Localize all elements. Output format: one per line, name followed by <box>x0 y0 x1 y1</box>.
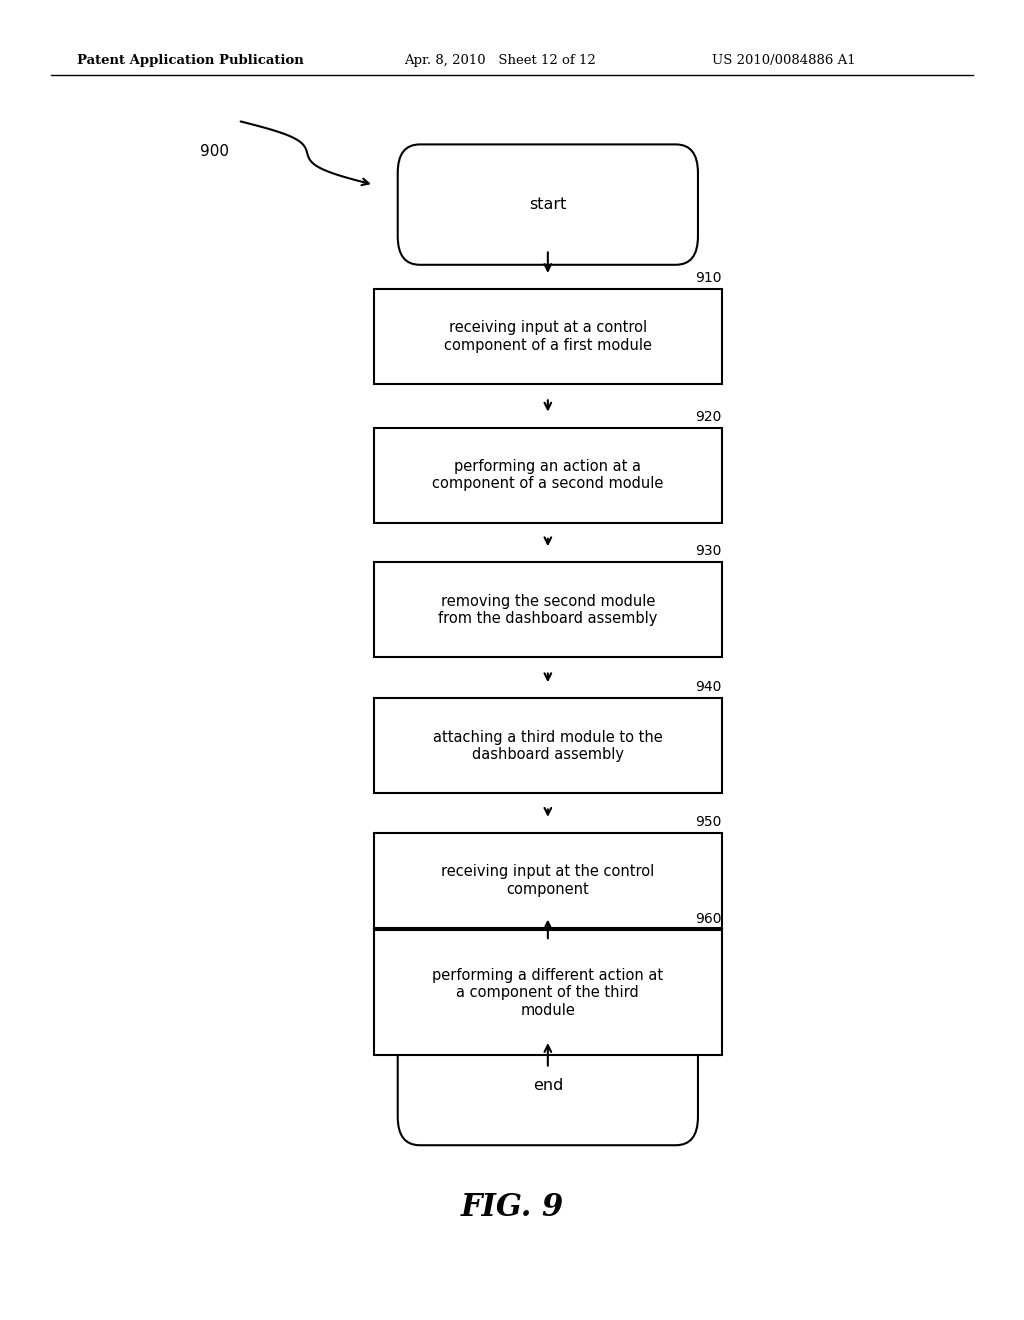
Text: start: start <box>529 197 566 213</box>
Text: 940: 940 <box>695 680 722 694</box>
Bar <box>374 698 722 793</box>
FancyBboxPatch shape <box>397 144 698 265</box>
Text: 930: 930 <box>695 544 722 558</box>
Text: receiving input at the control
component: receiving input at the control component <box>441 865 654 896</box>
Text: receiving input at a control
component of a first module: receiving input at a control component o… <box>443 321 652 352</box>
Bar <box>374 929 722 1056</box>
Text: US 2010/0084886 A1: US 2010/0084886 A1 <box>712 54 855 67</box>
Text: attaching a third module to the
dashboard assembly: attaching a third module to the dashboar… <box>433 730 663 762</box>
Text: 900: 900 <box>200 144 228 160</box>
Text: 950: 950 <box>695 814 722 829</box>
Text: end: end <box>532 1077 563 1093</box>
Text: FIG. 9: FIG. 9 <box>461 1192 563 1224</box>
FancyBboxPatch shape <box>397 1024 698 1146</box>
Text: removing the second module
from the dashboard assembly: removing the second module from the dash… <box>438 594 657 626</box>
Text: 960: 960 <box>695 912 722 927</box>
Text: 910: 910 <box>695 271 722 285</box>
Text: Patent Application Publication: Patent Application Publication <box>77 54 303 67</box>
Bar <box>374 562 722 657</box>
Text: Apr. 8, 2010   Sheet 12 of 12: Apr. 8, 2010 Sheet 12 of 12 <box>404 54 596 67</box>
Bar <box>374 833 722 928</box>
Text: performing a different action at
a component of the third
module: performing a different action at a compo… <box>432 968 664 1018</box>
Text: 920: 920 <box>695 409 722 424</box>
Text: performing an action at a
component of a second module: performing an action at a component of a… <box>432 459 664 491</box>
Bar <box>374 428 722 523</box>
Bar <box>374 289 722 384</box>
